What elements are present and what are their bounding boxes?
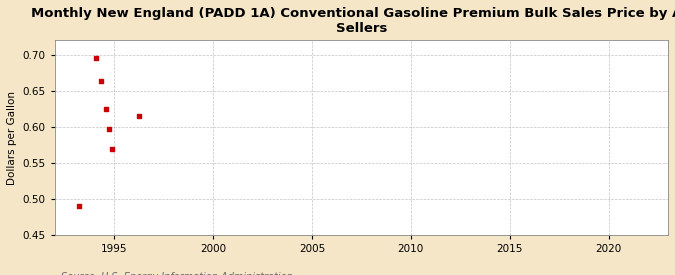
Point: [95, 79, 106, 83]
Y-axis label: Dollars per Gallon: Dollars per Gallon: [7, 91, 17, 185]
Text: Source: U.S. Energy Information Administration: Source: U.S. Energy Information Administ…: [61, 273, 292, 275]
Point: [107, 146, 118, 151]
Point: [74, 204, 85, 209]
Point: [104, 127, 115, 131]
Title: Monthly New England (PADD 1A) Conventional Gasoline Premium Bulk Sales Price by : Monthly New England (PADD 1A) Convention…: [31, 7, 675, 35]
Point: [90, 56, 101, 60]
Point: [101, 107, 111, 111]
Point: [134, 114, 144, 118]
